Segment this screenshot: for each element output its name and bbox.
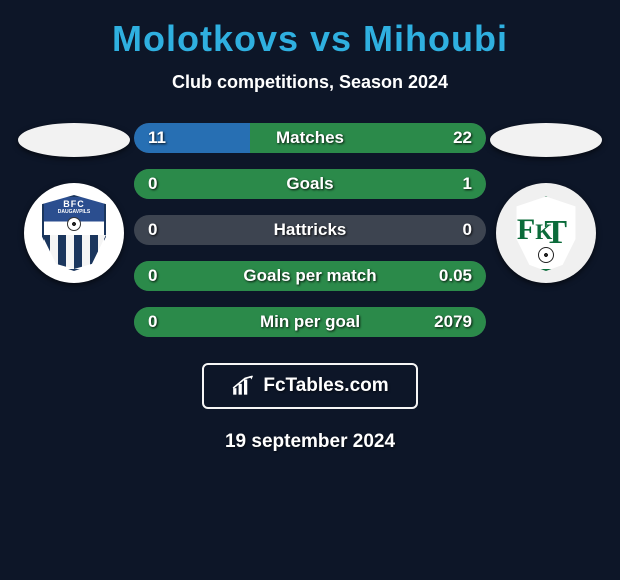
stat-row: 0Goals per match0.05 <box>134 261 486 291</box>
stat-right-value: 2079 <box>434 312 472 332</box>
footer-date: 19 september 2024 <box>0 431 620 453</box>
stat-row: 0Goals1 <box>134 169 486 199</box>
stat-right-value: 0.05 <box>439 266 472 286</box>
shield-icon: BFC DAUGAVPILS <box>42 195 106 271</box>
badge-subtext: DAUGAVPILS <box>58 209 90 215</box>
badge-code: BFC <box>63 199 85 209</box>
bar-chart-icon <box>231 375 257 397</box>
football-icon <box>67 217 81 231</box>
stat-right-value: 0 <box>463 220 472 240</box>
right-flag-placeholder <box>490 123 602 157</box>
football-icon <box>538 247 554 263</box>
stat-label: Goals <box>134 174 486 194</box>
comparison-card: Molotkovs vs Mihoubi Club competitions, … <box>0 0 620 453</box>
badge-code: FKT <box>517 210 575 248</box>
stat-label: Goals per match <box>134 266 486 286</box>
watermark[interactable]: FcTables.com <box>202 363 418 409</box>
watermark-text: FcTables.com <box>263 375 388 397</box>
comparison-body: BFC DAUGAVPILS 11Matches220Goals10Hattri… <box>0 123 620 337</box>
stat-right-value: 1 <box>463 174 472 194</box>
left-player-column: BFC DAUGAVPILS <box>14 123 134 283</box>
right-player-column: FKT <box>486 123 606 283</box>
stat-row: 0Hattricks0 <box>134 215 486 245</box>
badge-stripes <box>42 235 106 269</box>
page-title: Molotkovs vs Mihoubi <box>0 18 620 60</box>
left-flag-placeholder <box>18 123 130 157</box>
stat-row: 0Min per goal2079 <box>134 307 486 337</box>
stat-label: Matches <box>134 128 486 148</box>
stat-label: Hattricks <box>134 220 486 240</box>
stat-row: 11Matches22 <box>134 123 486 153</box>
page-subtitle: Club competitions, Season 2024 <box>0 72 620 93</box>
right-club-badge: FKT <box>496 183 596 283</box>
stats-list: 11Matches220Goals10Hattricks00Goals per … <box>134 123 486 337</box>
shield-icon: FKT <box>514 195 578 271</box>
stat-right-value: 22 <box>453 128 472 148</box>
left-club-badge: BFC DAUGAVPILS <box>24 183 124 283</box>
